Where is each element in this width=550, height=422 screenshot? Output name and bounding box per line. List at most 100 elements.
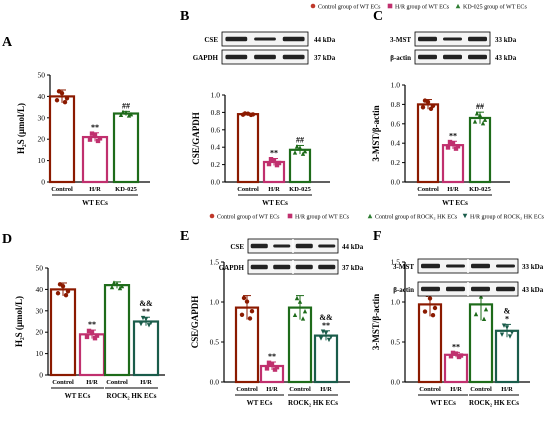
- panel-label-d: D: [2, 232, 12, 247]
- category-label-f-2: Control: [470, 386, 492, 393]
- bar-c-0: [416, 103, 440, 184]
- data-point-f-3: [499, 332, 505, 337]
- y-tick-label-f: 1.5: [391, 258, 401, 267]
- blot-kda-c-1: 43 kDa: [495, 54, 517, 62]
- legend-top-marker-2: [455, 3, 461, 9]
- blot-label-b-1: GAPDH: [193, 54, 219, 62]
- category-label-d-3: H/R: [140, 379, 152, 386]
- data-point-d-3: [146, 323, 152, 328]
- legend-bottom-marker-1: [287, 213, 293, 219]
- blot-band-f-0-3: [496, 264, 515, 268]
- blot-band-b-0-1: [254, 37, 276, 41]
- category-label-d-2: Control: [106, 379, 128, 386]
- data-point-d-2: [111, 280, 117, 285]
- blot-band-e-0-1: [273, 244, 291, 248]
- bar-d-1: [78, 333, 106, 377]
- significance-mark-d-1: **: [88, 320, 96, 329]
- group-label-f-1: ROCK₂ HK ECs: [469, 399, 519, 407]
- data-point-c-0: [422, 98, 428, 103]
- data-point-e-1: [266, 360, 272, 365]
- bar-f-3: [494, 329, 520, 384]
- blot-band-f-0-1: [446, 264, 465, 268]
- group-label-b-0: WT ECs: [262, 199, 288, 207]
- blot-kda-c-0: 33 kDa: [495, 36, 517, 44]
- data-point-e-0: [247, 316, 253, 321]
- data-point-d-3: [148, 320, 154, 325]
- data-point-c-2: [480, 121, 486, 126]
- significance-mark-2-d-3: &&: [139, 299, 153, 308]
- legend-bottom-label-3: H/R group of ROCK₂ HK ECs: [470, 214, 545, 221]
- data-point-a-2: [126, 113, 132, 118]
- bar-f-1: [443, 353, 469, 384]
- data-point-d-2: [109, 284, 115, 290]
- y-tick-label-b: 0.2: [211, 160, 221, 169]
- y-tick-label-d: 30: [36, 306, 44, 315]
- blot-band-e-1-3: [318, 264, 336, 270]
- data-point-f-2: [481, 316, 487, 321]
- y-tick-label-c: 0.0: [391, 178, 401, 187]
- data-point-f-3: [501, 323, 507, 328]
- data-point-b-1: [266, 161, 272, 167]
- data-point-f-2: [478, 294, 484, 299]
- data-point-e-2: [297, 299, 303, 304]
- data-point-e-2: [302, 309, 308, 314]
- data-point-c-1: [455, 144, 461, 149]
- data-point-f-0: [432, 305, 438, 311]
- blot-kda-f-1: 43 kDa: [522, 286, 544, 294]
- data-point-b-1: [274, 162, 280, 168]
- panel-label-c: C: [373, 9, 383, 24]
- data-point-d-2: [119, 283, 125, 289]
- blot-band-c-0-1: [443, 37, 462, 41]
- legend-bottom-label-2: Control group of ROCK₂ HK ECs: [375, 214, 458, 221]
- y-tick-label-a: 10: [38, 156, 46, 165]
- blot-band-f-0-0: [421, 263, 440, 269]
- blot-band-c-1-2: [468, 54, 487, 60]
- data-point-e-0: [239, 312, 245, 317]
- data-point-d-1: [94, 333, 100, 338]
- blot-band-e-1-1: [273, 264, 291, 270]
- blot-band-b-0-0: [225, 36, 248, 42]
- category-label-d-0: Control: [52, 379, 74, 386]
- blot-band-f-1-1: [446, 286, 465, 292]
- blot-label-f-0: 3-MST: [393, 263, 414, 271]
- y-tick-label-d: 40: [36, 285, 44, 294]
- legend-bottom-label-0: Control group of WT ECs: [217, 214, 280, 221]
- data-point-d-0: [63, 292, 69, 298]
- category-label-a-0: Control: [51, 186, 73, 193]
- category-label-d-1: H/R: [86, 379, 98, 386]
- blot-kda-b-0: 44 kDa: [314, 36, 336, 44]
- data-point-b-2: [294, 144, 300, 149]
- category-label-e-2: Control: [289, 386, 311, 393]
- y-tick-label-a: 30: [38, 113, 46, 122]
- significance-mark-e-3: **: [322, 321, 330, 330]
- data-point-f-3: [507, 334, 513, 339]
- data-point-a-1: [97, 136, 103, 141]
- y-tick-label-f: 0.0: [391, 378, 401, 387]
- data-point-c-0: [420, 105, 426, 110]
- category-label-f-3: H/R: [501, 386, 513, 393]
- blot-kda-f-0: 33 kDa: [522, 263, 544, 271]
- y-tick-label-f: 1.0: [391, 298, 401, 307]
- y-tick-label-e: 0.0: [210, 378, 220, 387]
- y-tick-label-b: 0.6: [211, 125, 221, 134]
- data-point-d-1: [86, 328, 92, 334]
- significance-mark-e-1: **: [268, 352, 276, 361]
- data-point-d-0: [55, 291, 61, 296]
- data-point-f-2: [473, 311, 479, 317]
- data-point-b-2: [297, 145, 303, 150]
- y-tick-label-b: 0.0: [211, 178, 221, 187]
- category-label-c-1: H/R: [447, 186, 459, 193]
- data-point-d-3: [143, 317, 149, 322]
- data-point-e-2: [294, 295, 300, 301]
- y-tick-label-c: 0.6: [391, 119, 401, 128]
- blot-band-b-1-2: [282, 54, 305, 60]
- group-label-d-0: WT ECs: [65, 392, 91, 400]
- y-axis-title-e: CSE/GAPDH: [190, 296, 200, 349]
- significance-mark-b-1: **: [270, 149, 278, 158]
- data-point-e-0: [241, 295, 247, 301]
- blot-band-c-1-1: [443, 54, 462, 60]
- y-tick-label-a: 20: [38, 135, 46, 144]
- y-tick-label-d: 20: [36, 328, 44, 337]
- bar-a-1: [81, 135, 109, 184]
